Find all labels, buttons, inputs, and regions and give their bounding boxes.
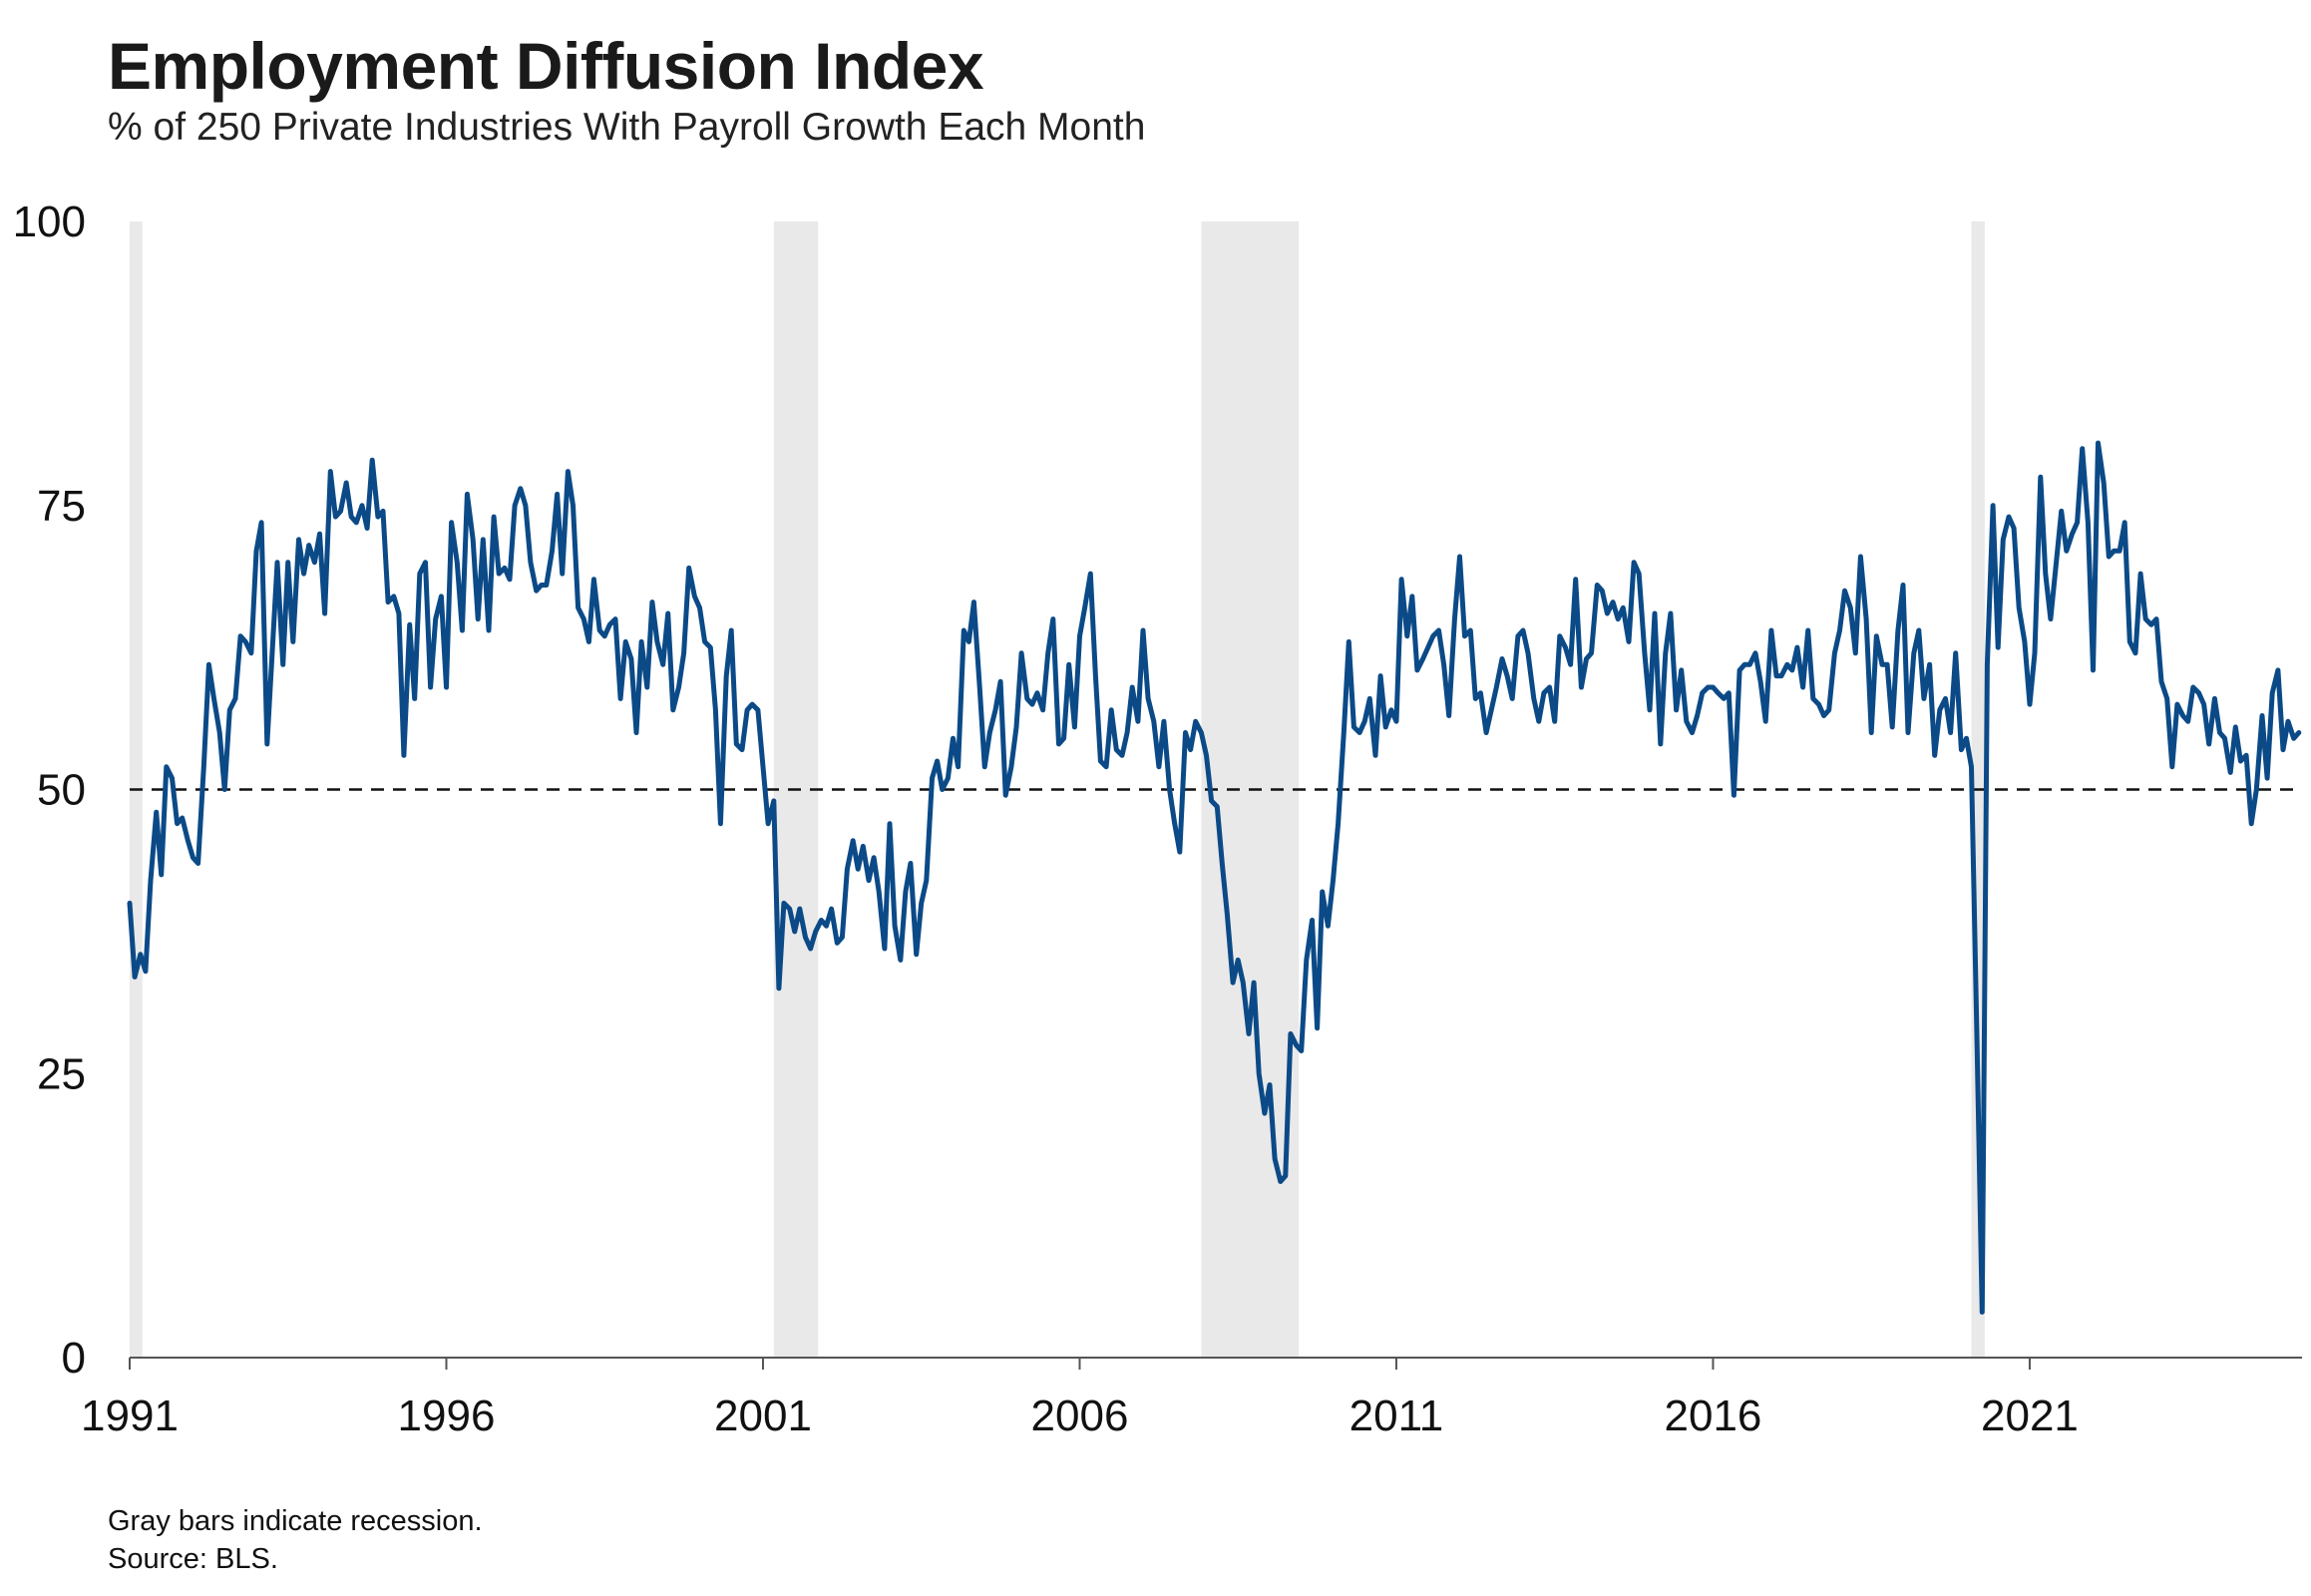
y-tick-label-25: 25 [37, 1049, 86, 1098]
y-tick-label-75: 75 [37, 482, 86, 531]
y-tick-label-0: 0 [62, 1334, 86, 1383]
y-tick-label-50: 50 [37, 766, 86, 815]
chart-title: Employment Diffusion Index [108, 29, 984, 103]
series-line [127, 440, 2302, 1315]
x-tick-label-2001: 2001 [714, 1392, 812, 1440]
series-line-1 [127, 440, 2302, 1315]
x-tick-label-1991: 1991 [81, 1392, 179, 1440]
x-tick-label-2021: 2021 [1981, 1392, 2079, 1440]
recession-note: Gray bars indicate recession. [108, 1505, 483, 1537]
chart-notes: Gray bars indicate recession. Source: BL… [108, 1502, 483, 1578]
x-tick-label-1996: 1996 [398, 1392, 496, 1440]
x-tick-label-2006: 2006 [1031, 1392, 1129, 1440]
x-tick-label-2016: 2016 [1665, 1392, 1762, 1440]
y-tick-label-100: 100 [13, 198, 86, 246]
chart-subtitle: % of 250 Private Industries With Payroll… [108, 106, 1146, 149]
tick-labels: 0 25 50 75 100 1991 1996 2001 2006 2011 2016 2021 [13, 198, 2079, 1440]
x-tick-label-2011: 2011 [1349, 1392, 1444, 1440]
source-note: Source: BLS. [108, 1543, 278, 1575]
axes [129, 1357, 2302, 1370]
